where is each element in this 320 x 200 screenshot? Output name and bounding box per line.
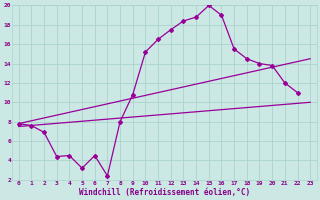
X-axis label: Windchill (Refroidissement éolien,°C): Windchill (Refroidissement éolien,°C) [79,188,250,197]
